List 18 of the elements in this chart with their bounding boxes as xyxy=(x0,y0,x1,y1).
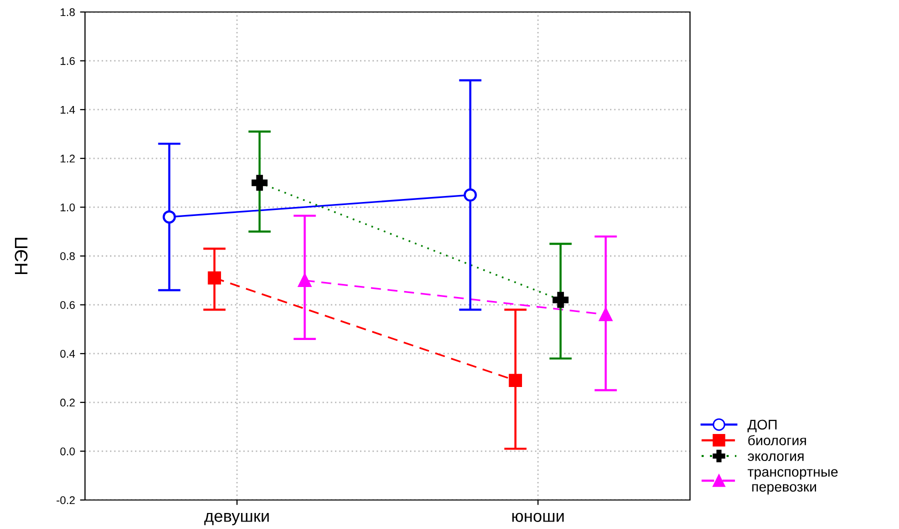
y-tick-label: 0.4 xyxy=(60,350,75,358)
y-axis-title: НЭП xyxy=(14,238,28,274)
legend-label: ДОП xyxy=(748,420,777,432)
y-tick-label: 0.6 xyxy=(60,301,75,309)
y-tick-label: 1.8 xyxy=(60,8,75,16)
legend-label: биология xyxy=(748,434,806,446)
x-tick-label: юноши xyxy=(512,512,564,522)
legend-label: экология xyxy=(748,453,804,462)
legend-label: транспортные перевозки xyxy=(748,469,838,494)
y-tick-label: 1.2 xyxy=(60,154,75,162)
y-tick-label: 1.6 xyxy=(60,57,75,65)
y-tick-label: 0.2 xyxy=(60,398,75,407)
y-tick-label: 1.4 xyxy=(60,106,75,114)
y-tick-label: 0.0 xyxy=(60,447,75,456)
y-tick-label: 0.8 xyxy=(60,252,75,260)
y-tick-label: -0.2 xyxy=(56,496,75,504)
y-tick-label: 1.0 xyxy=(60,203,75,212)
x-tick-label: девушки xyxy=(204,512,269,526)
